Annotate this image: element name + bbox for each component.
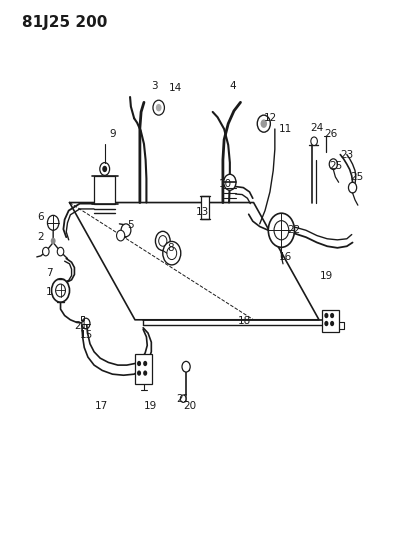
Circle shape <box>153 100 164 115</box>
Text: 21: 21 <box>177 394 190 403</box>
Text: 5: 5 <box>127 220 133 230</box>
Circle shape <box>47 215 59 230</box>
Circle shape <box>324 313 328 318</box>
Circle shape <box>100 163 110 175</box>
Circle shape <box>224 174 236 190</box>
Text: 19: 19 <box>320 271 333 281</box>
Text: 23: 23 <box>340 150 353 159</box>
Circle shape <box>82 318 90 329</box>
Text: 81J25 200: 81J25 200 <box>22 15 108 30</box>
Text: 18: 18 <box>238 316 251 326</box>
Circle shape <box>57 247 64 256</box>
Text: 25: 25 <box>350 172 363 182</box>
Circle shape <box>159 236 167 246</box>
Circle shape <box>52 279 70 302</box>
Text: 26: 26 <box>324 130 337 139</box>
Text: 20: 20 <box>184 401 197 411</box>
Text: 9: 9 <box>109 130 116 139</box>
Circle shape <box>51 238 56 244</box>
Circle shape <box>102 166 107 172</box>
Text: 6: 6 <box>37 213 43 222</box>
Circle shape <box>311 137 317 146</box>
Circle shape <box>257 115 270 132</box>
Bar <box>94 176 115 204</box>
Bar <box>135 354 152 384</box>
Circle shape <box>274 221 289 240</box>
Text: 16: 16 <box>279 252 292 262</box>
Circle shape <box>261 119 267 128</box>
Circle shape <box>180 395 186 402</box>
Text: 21: 21 <box>74 321 88 331</box>
Circle shape <box>330 313 334 318</box>
Text: 7: 7 <box>46 268 52 278</box>
Text: 19: 19 <box>144 401 157 411</box>
Text: 3: 3 <box>151 82 158 91</box>
Text: 10: 10 <box>219 179 232 189</box>
Circle shape <box>121 224 131 237</box>
Text: 2: 2 <box>37 232 43 242</box>
Text: 15: 15 <box>80 330 93 340</box>
Circle shape <box>329 159 337 169</box>
Circle shape <box>163 241 181 265</box>
Circle shape <box>268 213 294 247</box>
Circle shape <box>117 230 125 241</box>
Text: 24: 24 <box>310 123 324 133</box>
Circle shape <box>137 370 141 376</box>
Text: 8: 8 <box>168 243 174 253</box>
Circle shape <box>167 247 177 260</box>
Circle shape <box>56 284 65 297</box>
Circle shape <box>43 247 49 256</box>
Circle shape <box>143 361 147 366</box>
Text: 14: 14 <box>169 83 182 93</box>
Circle shape <box>137 361 141 366</box>
Circle shape <box>155 231 170 251</box>
Text: 11: 11 <box>279 124 292 134</box>
Circle shape <box>348 182 357 193</box>
Text: 13: 13 <box>196 207 209 217</box>
Bar <box>201 196 209 219</box>
Text: 17: 17 <box>95 401 108 411</box>
Circle shape <box>156 104 162 111</box>
Text: 22: 22 <box>287 225 300 235</box>
Text: 12: 12 <box>263 114 276 123</box>
Circle shape <box>324 321 328 326</box>
Circle shape <box>330 321 334 326</box>
Text: 25: 25 <box>329 161 342 171</box>
Circle shape <box>143 370 147 376</box>
Text: 1: 1 <box>46 287 52 297</box>
Text: 4: 4 <box>229 82 236 91</box>
Circle shape <box>182 361 190 372</box>
Bar <box>322 310 339 332</box>
